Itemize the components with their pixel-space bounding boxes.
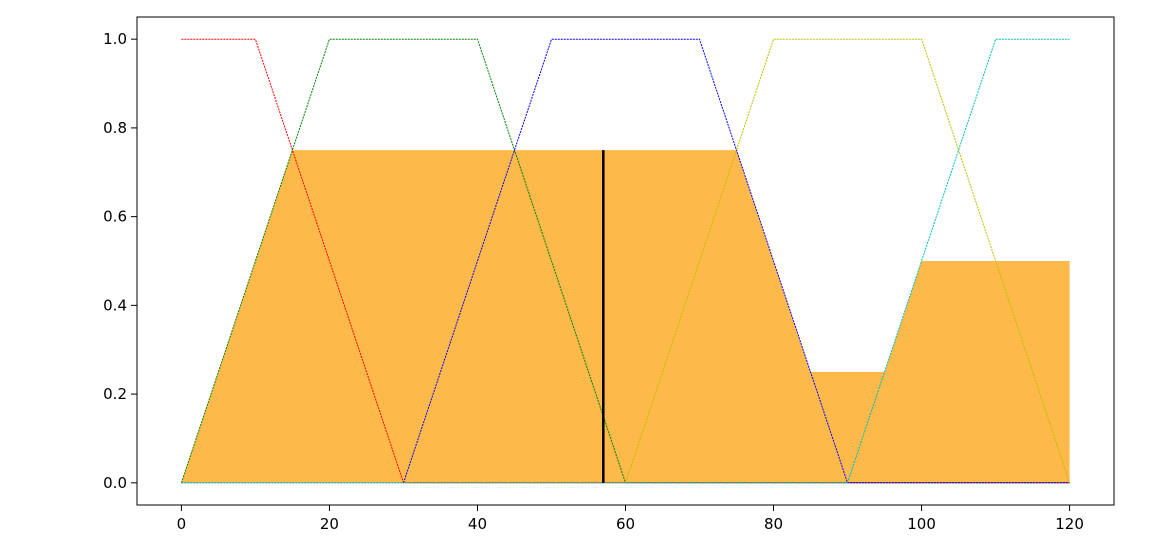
x-tick-label: 40 — [468, 515, 487, 533]
x-tick-label: 20 — [320, 515, 339, 533]
membership-series-line-4 — [181, 38, 1071, 484]
membership-series-layer — [180, 38, 1071, 484]
x-axis: 0 20 40 60 80 100 120 — [177, 505, 1084, 533]
y-tick-label: 0.4 — [103, 296, 127, 314]
x-tick-label: 120 — [1055, 515, 1084, 533]
x-tick-label: 60 — [616, 515, 635, 533]
aggregated-output-area — [181, 150, 1070, 483]
x-tick-label: 0 — [177, 515, 187, 533]
x-tick-label: 100 — [907, 515, 936, 533]
y-tick-label: 0.2 — [103, 385, 127, 403]
membership-series-line-5 — [181, 38, 1070, 484]
y-axis: 0.0 0.2 0.4 0.6 0.8 1.0 — [103, 30, 137, 492]
aggregated-fill-layer — [181, 150, 1070, 483]
membership-series-line-3 — [181, 38, 1070, 484]
x-tick-label: 80 — [764, 515, 783, 533]
y-tick-label: 0.0 — [103, 474, 127, 492]
y-tick-label: 0.6 — [103, 208, 127, 226]
y-tick-label: 0.8 — [103, 119, 127, 137]
y-tick-label: 1.0 — [103, 30, 127, 48]
